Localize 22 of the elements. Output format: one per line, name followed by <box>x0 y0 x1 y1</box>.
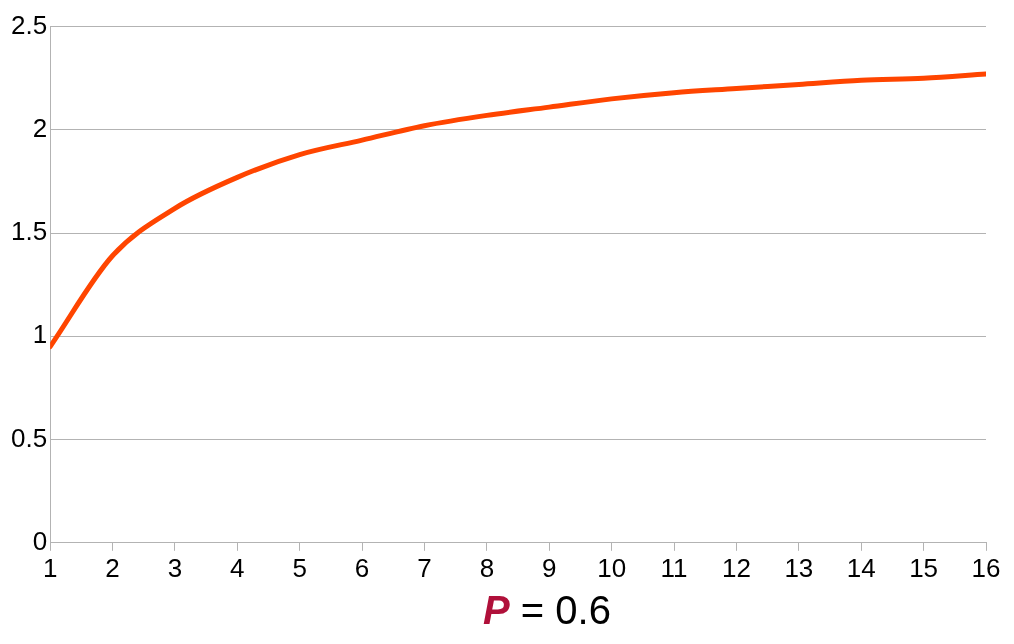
x-axis-title: P = 0.6 <box>482 588 612 633</box>
x-tick-label: 3 <box>167 552 183 583</box>
x-tick-label: 6 <box>354 552 370 583</box>
y-tick-label: 1 <box>32 319 48 350</box>
x-tick-label: 5 <box>292 552 307 583</box>
x-tick-label: 4 <box>230 552 245 583</box>
x-tick-label: 15 <box>909 552 939 583</box>
x-tick-label: 9 <box>542 552 557 583</box>
x-tick-label: 14 <box>846 552 876 583</box>
x-tick-label: 13 <box>784 552 814 583</box>
x-tick-label: 10 <box>597 552 627 583</box>
y-tick-label: 2 <box>32 113 48 144</box>
x-tick-label: 12 <box>721 552 751 583</box>
y-tick-label: 0 <box>32 525 48 556</box>
x-tick-label: 7 <box>417 552 432 583</box>
y-tick-label: 0.5 <box>10 422 48 453</box>
x-tick-label: 8 <box>479 552 495 583</box>
y-tick-label: 1.5 <box>10 216 48 247</box>
x-tick-label: 16 <box>971 552 1001 583</box>
y-tick-label: 2.5 <box>10 9 48 40</box>
x-tick-label: 2 <box>105 552 120 583</box>
x-tick-label: 11 <box>660 552 688 583</box>
